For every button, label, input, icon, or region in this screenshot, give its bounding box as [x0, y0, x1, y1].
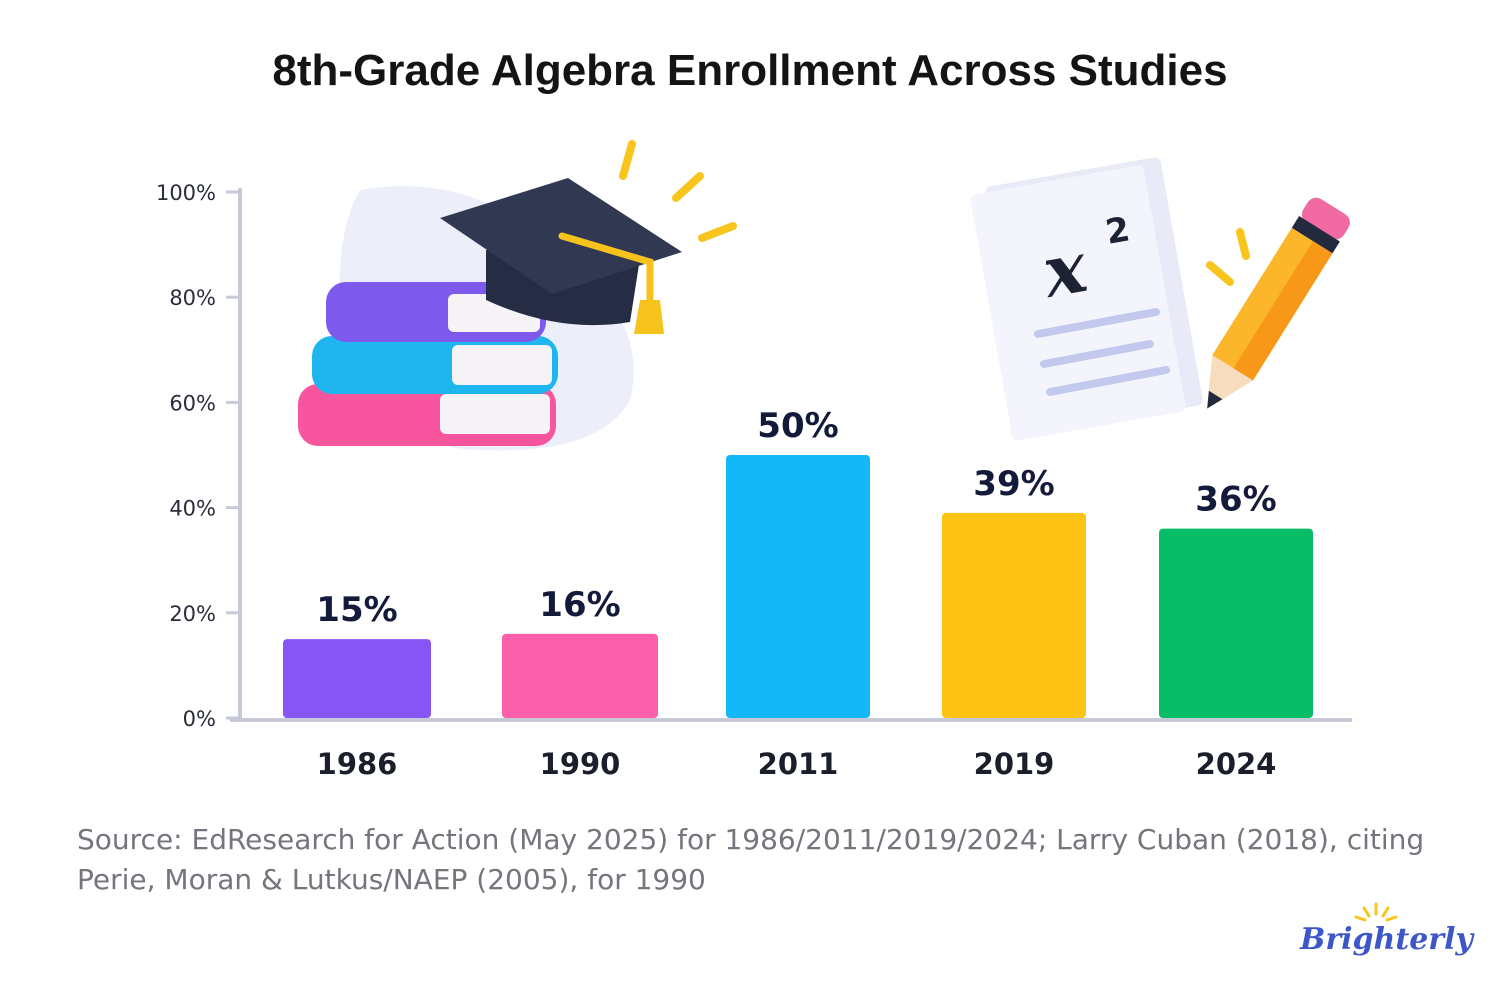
- sun-rays-icon: [1354, 902, 1398, 922]
- y-tick-label: 100%: [156, 181, 216, 205]
- page-title: 8th-Grade Algebra Enrollment Across Stud…: [272, 46, 1228, 95]
- bar-1986: [283, 639, 431, 718]
- y-tick-label: 40%: [169, 497, 216, 521]
- data-label-1990: 16%: [539, 585, 620, 625]
- bar-2011: [726, 455, 870, 718]
- graduation-cap-icon: [440, 178, 682, 334]
- bar-2019: [942, 512, 1086, 718]
- y-tick-label: 20%: [169, 602, 216, 626]
- x-tick-label-1990: 1990: [540, 747, 621, 781]
- bar-series: 15% 1986 16% 1990 50% 2011 39% 2019 36% 2024: [283, 406, 1313, 781]
- sun-rays-icon: [619, 140, 1250, 286]
- source-note: Source: EdResearch for Action (May 2025)…: [77, 823, 1425, 896]
- bar-2024: [1159, 528, 1313, 718]
- x-tick-label-1986: 1986: [317, 747, 398, 781]
- y-tick-label: 60%: [169, 391, 216, 415]
- y-tick-label: 0%: [183, 707, 216, 731]
- math-paper-icon: x 2: [970, 157, 1203, 441]
- data-label-2019: 39%: [973, 464, 1054, 504]
- data-label-2011: 50%: [757, 406, 838, 446]
- x-tick-label-2024: 2024: [1196, 747, 1277, 781]
- brand-logo: Brighterly: [1300, 900, 1473, 960]
- data-label-1986: 15%: [316, 590, 397, 630]
- x-tick-label-2019: 2019: [974, 747, 1055, 781]
- pencil-icon: [1207, 197, 1350, 409]
- y-tick-label: 80%: [169, 286, 216, 310]
- brand-name: Brighterly: [1300, 922, 1473, 957]
- x-tick-label-2011: 2011: [758, 747, 839, 781]
- data-label-2024: 36%: [1195, 480, 1276, 520]
- bar-1990: [502, 633, 658, 718]
- y-axis-ticks: 0% 20% 40% 60% 80% 100%: [156, 181, 240, 731]
